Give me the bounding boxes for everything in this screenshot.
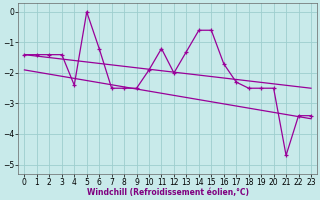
X-axis label: Windchill (Refroidissement éolien,°C): Windchill (Refroidissement éolien,°C) — [87, 188, 249, 197]
